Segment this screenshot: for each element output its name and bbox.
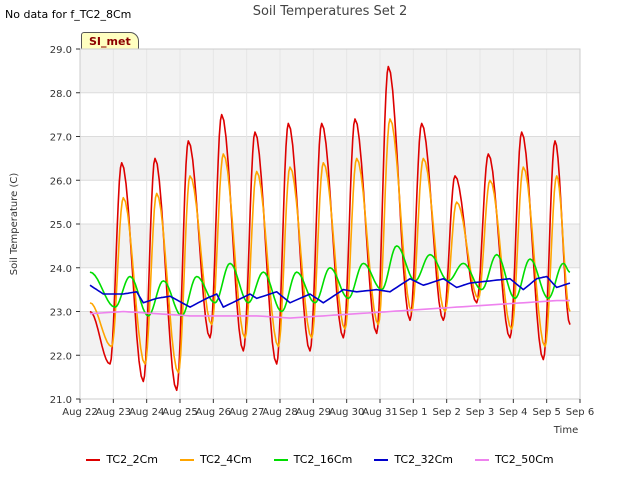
x-tick-label: Aug 23 bbox=[96, 407, 131, 418]
x-tick-label: Sep 2 bbox=[432, 407, 460, 418]
legend-swatch bbox=[86, 458, 101, 461]
chart-title: Soil Temperatures Set 2 bbox=[253, 4, 408, 19]
x-tick-label: Sep 5 bbox=[532, 407, 560, 418]
y-tick-label: 22.0 bbox=[50, 351, 72, 362]
y-tick-label: 27.0 bbox=[50, 133, 72, 144]
legend-label: TC2_4Cm bbox=[200, 453, 252, 466]
x-tick-label: Sep 6 bbox=[566, 407, 594, 418]
series-line-tc2_16cm bbox=[89, 245, 571, 317]
series-line-tc2_50cm bbox=[89, 299, 570, 319]
y-tick-label: 28.0 bbox=[50, 89, 72, 100]
x-tick-label: Sep 1 bbox=[399, 407, 427, 418]
series-line-tc2_32cm bbox=[89, 275, 571, 308]
x-tick-label: Aug 27 bbox=[229, 407, 264, 418]
legend-label: TC2_32Cm bbox=[394, 453, 453, 466]
legend-swatch bbox=[374, 458, 389, 461]
y-tick-label: 21.0 bbox=[50, 395, 72, 406]
x-tick-label: Aug 30 bbox=[329, 407, 364, 418]
no-data-note: No data for f_TC2_8Cm bbox=[5, 8, 132, 21]
plot-band bbox=[80, 311, 580, 356]
x-tick-label: Aug 31 bbox=[362, 407, 397, 418]
x-tick-label: Aug 28 bbox=[262, 407, 297, 418]
x-tick-label: Sep 4 bbox=[499, 407, 527, 418]
legend-item: TC2_2Cm bbox=[86, 453, 158, 466]
x-tick-label: Aug 24 bbox=[129, 407, 164, 418]
plot-band bbox=[80, 224, 580, 268]
x-tick-label: Aug 22 bbox=[62, 407, 97, 418]
legend-item: TC2_16Cm bbox=[273, 453, 353, 466]
y-axis-label: Soil Temperature (C) bbox=[9, 173, 20, 276]
chart-legend: TC2_2Cm TC2_4Cm TC2_16Cm TC2_32Cm TC2_50Cm bbox=[0, 453, 640, 466]
series-line-tc2_4cm bbox=[89, 118, 571, 374]
x-tick-label: Aug 26 bbox=[196, 407, 231, 418]
x-tick-label: Sep 3 bbox=[466, 407, 494, 418]
legend-swatch bbox=[273, 458, 288, 461]
legend-label: TC2_50Cm bbox=[494, 453, 554, 466]
legend-label: TC2_16Cm bbox=[293, 453, 353, 466]
x-axis-label: Time bbox=[553, 425, 578, 436]
x-tick-label: Aug 29 bbox=[296, 407, 331, 418]
legend-label: TC2_2Cm bbox=[106, 453, 159, 466]
x-tick-label: Aug 25 bbox=[162, 407, 197, 418]
y-tick-label: 29.0 bbox=[50, 45, 72, 56]
legend-item: TC2_4Cm bbox=[180, 453, 252, 466]
legend-swatch bbox=[180, 458, 195, 461]
legend-swatch bbox=[474, 458, 489, 461]
legend-item: TC2_32Cm bbox=[374, 453, 453, 466]
y-tick-label: 26.0 bbox=[50, 176, 72, 187]
y-tick-label: 25.0 bbox=[50, 220, 72, 231]
legend-item: TC2_50Cm bbox=[474, 453, 554, 466]
y-tick-label: 24.0 bbox=[50, 264, 72, 275]
y-tick-label: 23.0 bbox=[50, 308, 72, 319]
plot-band bbox=[80, 136, 580, 181]
plot-band bbox=[80, 49, 580, 93]
